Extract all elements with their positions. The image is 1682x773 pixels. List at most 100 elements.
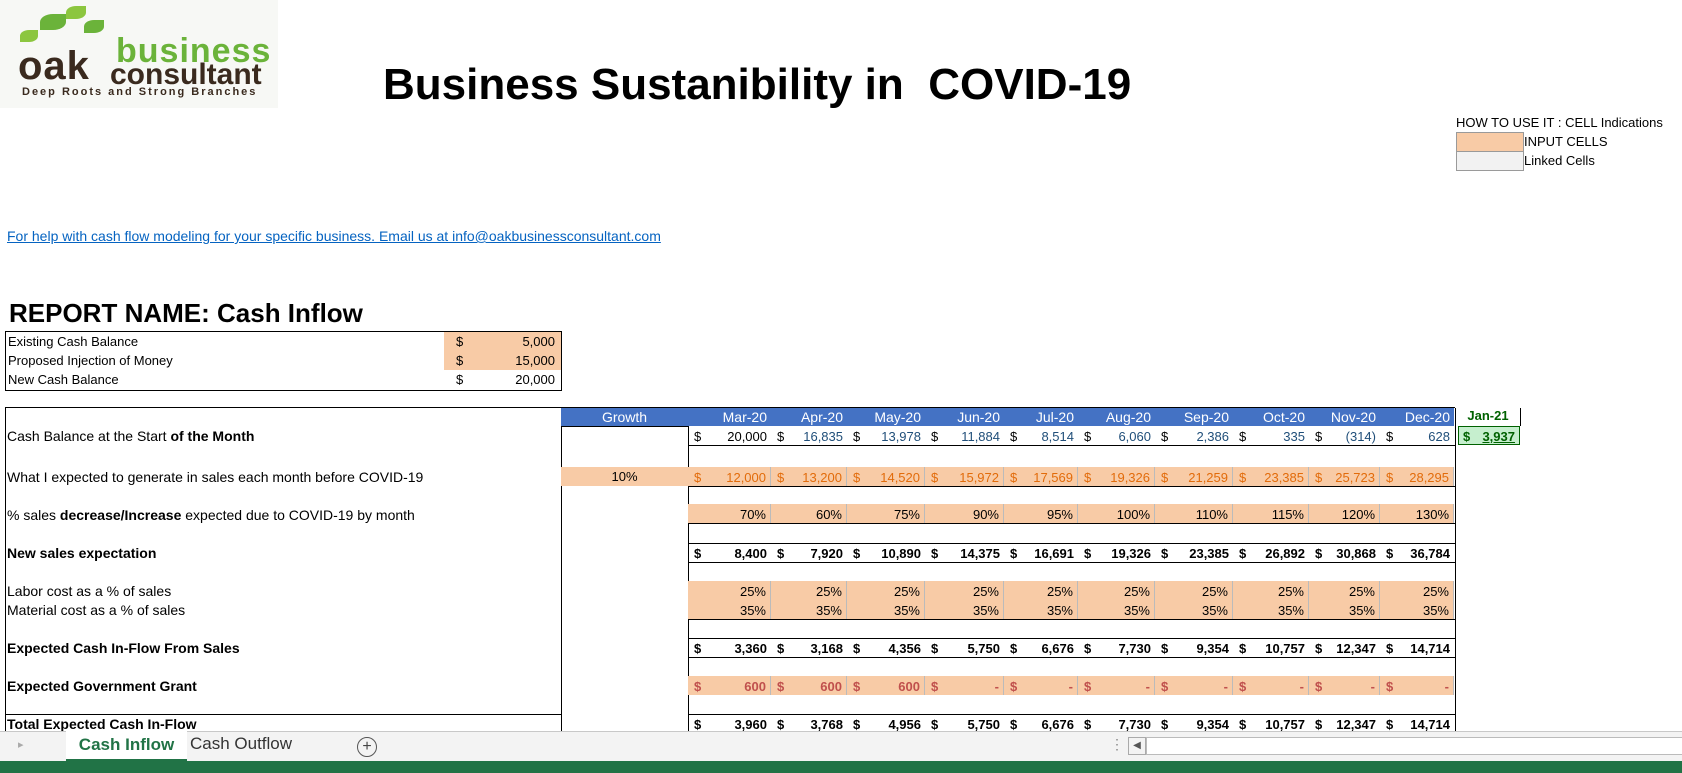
data-cell[interactable]: $25,723 — [1309, 467, 1380, 486]
data-cell[interactable]: $600 — [688, 676, 771, 695]
data-cell[interactable]: $11,884 — [925, 426, 1004, 445]
data-cell[interactable]: $3,168 — [771, 638, 847, 657]
data-cell[interactable]: 95% — [1004, 504, 1078, 523]
data-cell[interactable]: 35% — [925, 600, 1004, 619]
data-cell[interactable]: $6,676 — [1004, 714, 1078, 733]
data-cell[interactable]: $13,978 — [847, 426, 925, 445]
data-cell[interactable]: $12,000 — [688, 467, 771, 486]
data-cell[interactable]: $7,730 — [1078, 714, 1155, 733]
data-cell[interactable]: $13,200 — [771, 467, 847, 486]
data-cell[interactable]: $4,956 — [847, 714, 925, 733]
growth-input[interactable]: 10% — [561, 467, 688, 486]
data-cell[interactable]: 115% — [1233, 504, 1309, 523]
data-cell[interactable]: $9,354 — [1155, 714, 1233, 733]
data-cell[interactable]: $12,347 — [1309, 638, 1380, 657]
data-cell[interactable]: 25% — [1309, 581, 1380, 600]
tab-cash-outflow[interactable]: Cash Outflow — [190, 734, 293, 753]
data-cell[interactable]: 25% — [925, 581, 1004, 600]
data-cell[interactable]: 120% — [1309, 504, 1380, 523]
data-cell[interactable]: $10,890 — [847, 543, 925, 562]
data-cell[interactable]: $ - — [1380, 676, 1454, 695]
data-cell[interactable]: $ - — [1004, 676, 1078, 695]
data-cell[interactable]: $26,892 — [1233, 543, 1309, 562]
data-cell[interactable]: 35% — [1309, 600, 1380, 619]
data-cell[interactable]: $20,000 — [688, 426, 771, 445]
data-cell[interactable]: $28,295 — [1380, 467, 1454, 486]
data-cell[interactable]: $16,835 — [771, 426, 847, 445]
horizontal-scrollbar[interactable] — [1146, 737, 1682, 755]
data-cell[interactable]: $19,326 — [1078, 543, 1155, 562]
resize-handle-icon[interactable]: ⋮ — [1110, 736, 1124, 752]
data-cell[interactable]: $ - — [1155, 676, 1233, 695]
existing-cash-input[interactable]: $5,000 — [444, 332, 561, 351]
data-cell[interactable]: $600 — [847, 676, 925, 695]
data-cell[interactable]: $3,960 — [688, 714, 771, 733]
jan-balance-cell[interactable]: $3,937 — [1458, 426, 1520, 445]
data-cell[interactable]: 35% — [1155, 600, 1233, 619]
data-cell[interactable]: $17,569 — [1004, 467, 1078, 486]
data-cell[interactable]: 35% — [771, 600, 847, 619]
data-cell[interactable]: 25% — [847, 581, 925, 600]
data-cell[interactable]: $16,691 — [1004, 543, 1078, 562]
data-cell[interactable]: $14,520 — [847, 467, 925, 486]
data-cell[interactable]: $3,768 — [771, 714, 847, 733]
data-cell[interactable]: 60% — [771, 504, 847, 523]
data-cell[interactable]: $7,920 — [771, 543, 847, 562]
data-cell[interactable]: $7,730 — [1078, 638, 1155, 657]
data-cell[interactable]: $8,400 — [688, 543, 771, 562]
data-cell[interactable]: $19,326 — [1078, 467, 1155, 486]
data-cell[interactable]: $23,385 — [1233, 467, 1309, 486]
data-cell[interactable]: 35% — [1004, 600, 1078, 619]
data-cell[interactable]: $335 — [1233, 426, 1309, 445]
data-cell[interactable]: 35% — [688, 600, 771, 619]
h-scroll-left-icon[interactable]: ◀ — [1128, 737, 1146, 755]
data-cell[interactable]: $4,356 — [847, 638, 925, 657]
injection-input[interactable]: $15,000 — [444, 351, 561, 370]
data-cell[interactable]: $23,385 — [1155, 543, 1233, 562]
scroll-left-icon[interactable]: ▸ — [18, 739, 24, 751]
data-cell[interactable]: $36,784 — [1380, 543, 1454, 562]
data-cell[interactable]: $5,750 — [925, 714, 1004, 733]
data-cell[interactable]: 35% — [1078, 600, 1155, 619]
data-cell[interactable]: 25% — [771, 581, 847, 600]
help-email-link[interactable]: For help with cash flow modeling for you… — [7, 228, 661, 244]
data-cell[interactable]: $14,714 — [1380, 714, 1454, 733]
data-cell[interactable]: $ (314) — [1309, 426, 1380, 445]
data-cell[interactable]: 110% — [1155, 504, 1233, 523]
data-cell[interactable]: 70% — [688, 504, 771, 523]
data-cell[interactable]: 25% — [1380, 581, 1454, 600]
data-cell[interactable]: $6,060 — [1078, 426, 1155, 445]
data-cell[interactable]: $6,676 — [1004, 638, 1078, 657]
data-cell[interactable]: $10,757 — [1233, 638, 1309, 657]
data-cell[interactable]: 25% — [1155, 581, 1233, 600]
data-cell[interactable]: $8,514 — [1004, 426, 1078, 445]
data-cell[interactable]: 130% — [1380, 504, 1454, 523]
data-cell[interactable]: 100% — [1078, 504, 1155, 523]
tab-cash-inflow[interactable]: Cash Inflow — [66, 731, 187, 762]
data-cell[interactable]: $14,714 — [1380, 638, 1454, 657]
data-cell[interactable]: $ - — [1078, 676, 1155, 695]
data-cell[interactable]: $12,347 — [1309, 714, 1380, 733]
data-cell[interactable]: $10,757 — [1233, 714, 1309, 733]
data-cell[interactable]: 25% — [1004, 581, 1078, 600]
new-balance-cell[interactable]: $20,000 — [444, 370, 561, 389]
data-cell[interactable]: 35% — [847, 600, 925, 619]
data-cell[interactable]: $ - — [925, 676, 1004, 695]
data-cell[interactable]: $2,386 — [1155, 426, 1233, 445]
data-cell[interactable]: $30,868 — [1309, 543, 1380, 562]
data-cell[interactable]: $9,354 — [1155, 638, 1233, 657]
data-cell[interactable]: $628 — [1380, 426, 1454, 445]
data-cell[interactable]: 25% — [1233, 581, 1309, 600]
data-cell[interactable]: 25% — [688, 581, 771, 600]
data-cell[interactable]: $ - — [1309, 676, 1380, 695]
data-cell[interactable]: 90% — [925, 504, 1004, 523]
data-cell[interactable]: 35% — [1380, 600, 1454, 619]
data-cell[interactable]: 35% — [1233, 600, 1309, 619]
data-cell[interactable]: $3,360 — [688, 638, 771, 657]
data-cell[interactable]: $ - — [1233, 676, 1309, 695]
data-cell[interactable]: $5,750 — [925, 638, 1004, 657]
data-cell[interactable]: $14,375 — [925, 543, 1004, 562]
add-sheet-icon[interactable]: + — [357, 737, 377, 757]
data-cell[interactable]: 25% — [1078, 581, 1155, 600]
data-cell[interactable]: $21,259 — [1155, 467, 1233, 486]
